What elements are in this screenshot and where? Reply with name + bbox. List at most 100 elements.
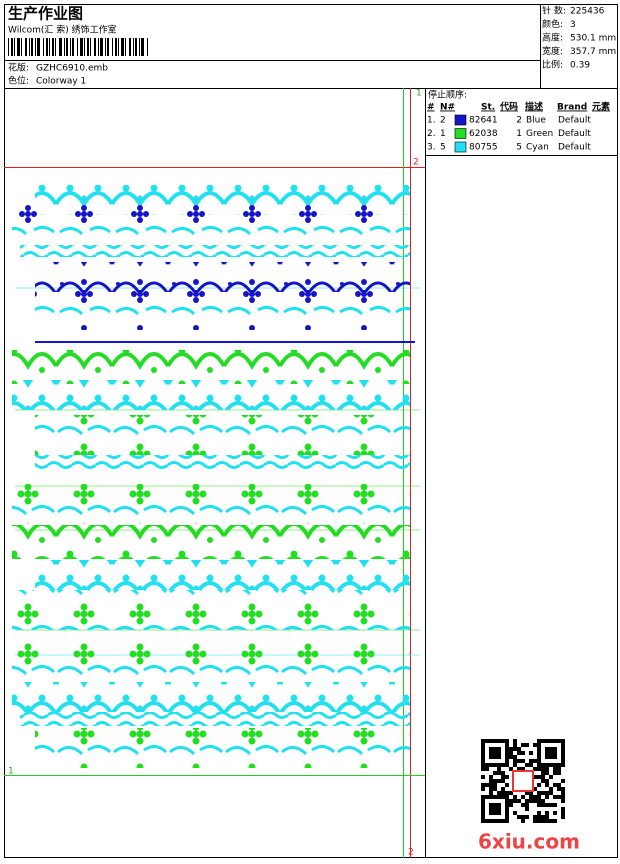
bar-stripe (31, 38, 33, 56)
qr-cell (525, 743, 529, 747)
colorway-label: 色位: (8, 75, 29, 87)
sequence-cell: 1 (516, 129, 522, 139)
colorway: Colorway 1 (36, 77, 86, 87)
sequence-cell: Blue (526, 116, 546, 126)
qr-cell (501, 795, 505, 799)
stat-value: 225436 (570, 7, 605, 17)
qr-cell (513, 747, 517, 751)
sequence-cell: 62038 (469, 129, 498, 139)
stat-label: 针 数: (542, 5, 566, 17)
qr-cell (505, 799, 509, 803)
bar-stripe (11, 38, 13, 56)
qr-cell (545, 795, 549, 799)
qr-cell (549, 819, 553, 823)
qr-cell (485, 795, 489, 799)
qr-cell (497, 771, 501, 775)
qr-cell (481, 767, 485, 771)
bar-stripe (90, 38, 91, 56)
qr-cell (509, 791, 513, 795)
qr-code (481, 739, 565, 823)
qr-cell (557, 795, 561, 799)
qr-cell (497, 791, 501, 795)
qr-cell (553, 763, 557, 767)
bar-stripe (94, 38, 96, 56)
bar-stripe (87, 38, 89, 56)
qr-cell (561, 791, 565, 795)
qr-cell (561, 747, 565, 751)
qr-cell (505, 815, 509, 819)
qr-cell (557, 783, 561, 787)
qr-cell (553, 811, 557, 815)
qr-cell (497, 811, 501, 815)
qr-cell (561, 811, 565, 815)
qr-cell (481, 787, 485, 791)
qr-cell (505, 763, 509, 767)
qr-cell (537, 791, 541, 795)
qr-cell (493, 763, 497, 767)
stat-value: 530.1 mm (570, 34, 616, 44)
qr-cell (561, 799, 565, 803)
qr-cell (493, 739, 497, 743)
qr-cell (549, 747, 553, 751)
bar-stripe (64, 38, 65, 56)
qr-cell (541, 779, 545, 783)
qr-cell (513, 743, 517, 747)
sequence-cell: Cyan (526, 143, 549, 153)
sequence-cell: 82641 (469, 116, 498, 126)
qr-cell (489, 787, 493, 791)
qr-cell (537, 747, 541, 751)
barcode (8, 38, 148, 56)
qr-cell (481, 775, 485, 779)
qr-cell (521, 819, 525, 823)
qr-cell (489, 779, 493, 783)
column-header: Brand (557, 103, 587, 113)
qr-cell (545, 811, 549, 815)
bar-stripe (8, 38, 9, 56)
qr-cell (533, 815, 537, 819)
qr-cell (537, 815, 541, 819)
bar-stripe (66, 38, 68, 56)
qr-cell (481, 747, 485, 751)
qr-cell (501, 739, 505, 743)
sequence-cell: 5 (440, 143, 446, 153)
qr-cell (517, 815, 521, 819)
qr-cell (533, 819, 537, 823)
bar-stripe (43, 38, 44, 56)
sequence-cell: 80755 (469, 143, 498, 153)
qr-cell (545, 783, 549, 787)
qr-cell (501, 775, 505, 779)
stat-value: 3 (570, 20, 576, 30)
bar-stripe (80, 38, 83, 56)
qr-cell (541, 771, 545, 775)
qr-cell (557, 739, 561, 743)
qr-cell (561, 743, 565, 747)
qr-cell (537, 751, 541, 755)
sequence-cell: 5 (516, 143, 522, 153)
qr-cell (553, 803, 557, 807)
qr-cell (525, 791, 529, 795)
qr-cell (501, 791, 505, 795)
qr-cell (549, 787, 553, 791)
qr-cell (545, 763, 549, 767)
bar-stripe (115, 38, 117, 56)
bar-stripe (72, 38, 74, 56)
qr-cell (517, 799, 521, 803)
qr-cell (533, 767, 537, 771)
qr-cell (537, 819, 541, 823)
qr-cell (497, 803, 501, 807)
qr-cell (517, 751, 521, 755)
qr-cell (513, 739, 517, 743)
stat-label: 颜色: (542, 18, 563, 30)
sequence-cell: 1. (427, 116, 436, 126)
qr-cell (525, 807, 529, 811)
qr-cell (545, 803, 549, 807)
qr-cell (489, 747, 493, 751)
color-swatch (454, 141, 467, 153)
bar-stripe (98, 38, 99, 56)
qr-cell (537, 763, 541, 767)
qr-cell (501, 771, 505, 775)
company: Wilcom(汇 索) 绣饰工作室 (8, 24, 117, 36)
qr-cell (497, 747, 501, 751)
qr-cell (537, 743, 541, 747)
bar-stripe (77, 38, 78, 56)
